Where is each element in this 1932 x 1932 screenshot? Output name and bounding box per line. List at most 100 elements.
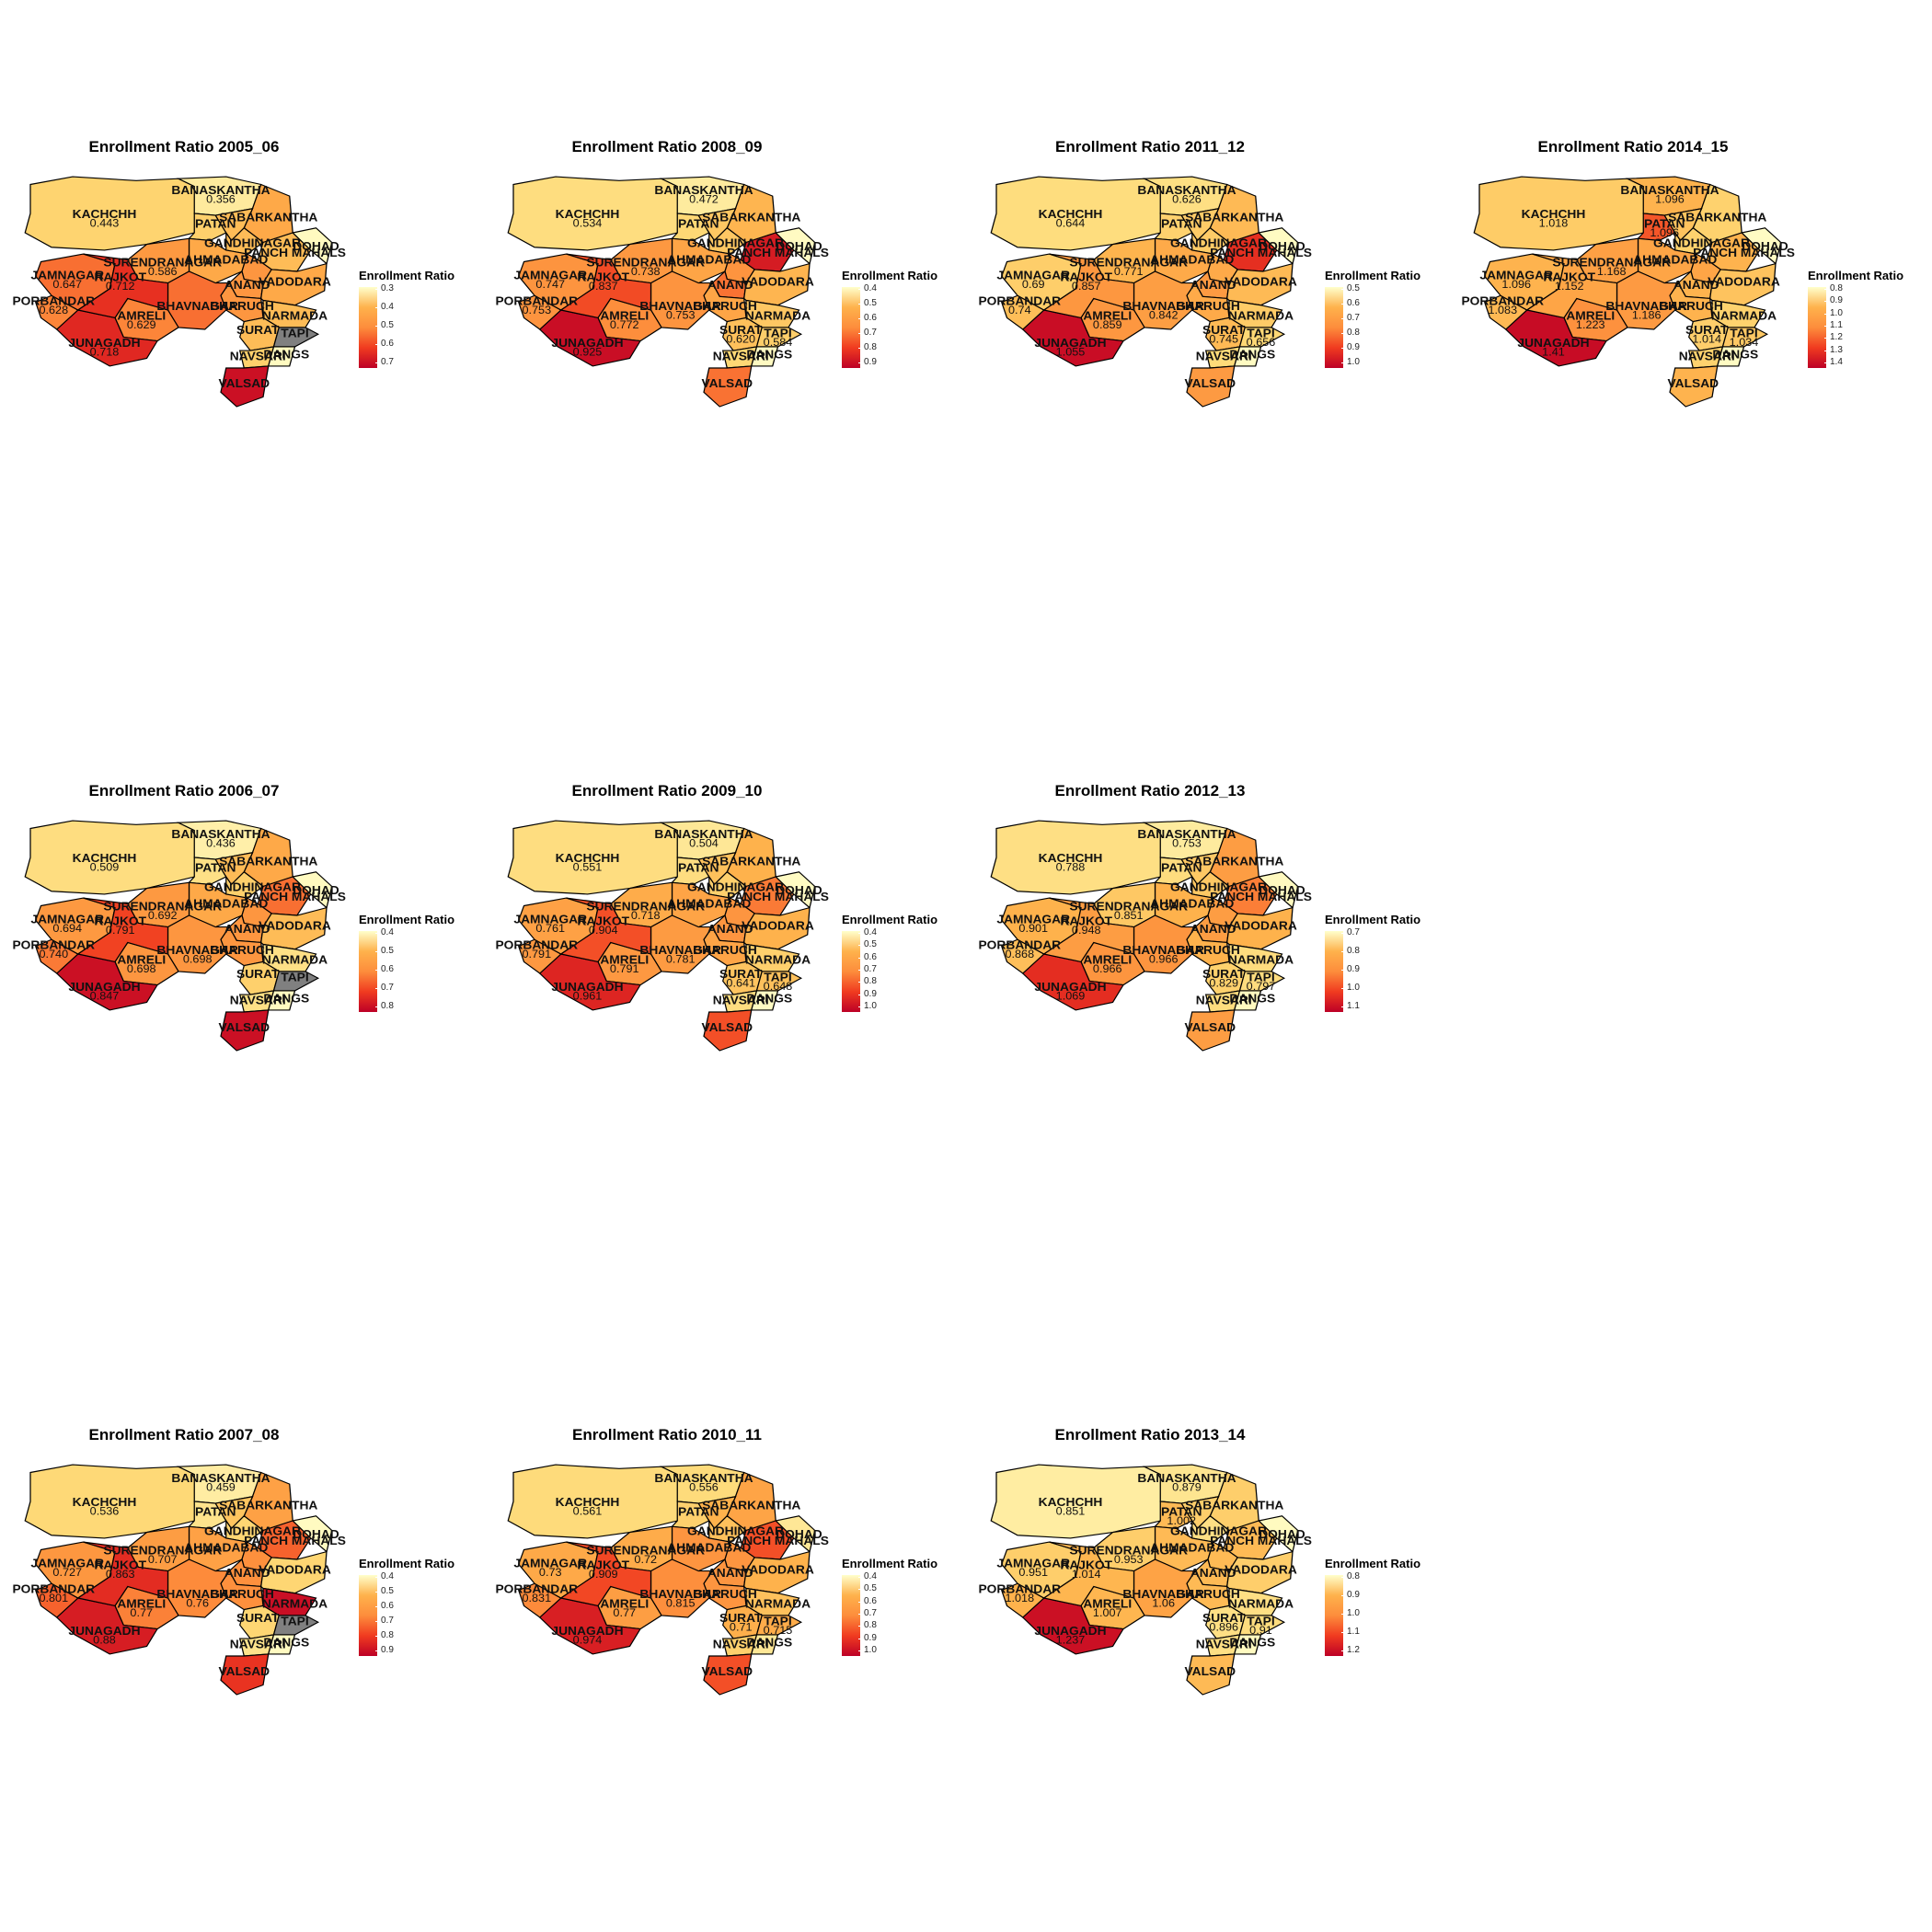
district-label-kachchh: KACHCHH	[1522, 208, 1586, 221]
legend-tick: 0.5	[375, 946, 394, 956]
district-label-kachchh: KACHCHH	[556, 208, 620, 221]
district-label-sabarkantha: SABARKANTHA	[702, 211, 801, 224]
district-label-bhavnagar: BHAVNAGAR	[639, 300, 721, 313]
district-label-bharuch: BHARUCH	[210, 1588, 274, 1601]
district-label-navsari: NAVSARI	[1679, 350, 1735, 362]
district-label-anand: ANAND	[224, 922, 270, 935]
legend-tick: 0.7	[858, 1608, 877, 1618]
district-value-tapi: 0.91	[1249, 1624, 1272, 1636]
district-label-narmada: NARMADA	[1228, 1597, 1294, 1610]
map-panel-3: Enrollment Ratio 2014_15 KACHCHH 1.018 BANA…	[1449, 138, 1932, 432]
district-label-sabarkantha: SABARKANTHA	[219, 1499, 318, 1512]
district-value-bhavnagar: 0.842	[1149, 309, 1179, 321]
district-label-vadodara: VADODARA	[259, 1563, 331, 1576]
district-label-bhavnagar: BHAVNAGAR	[1122, 300, 1204, 313]
district-value-surendranagar: 0.953	[1114, 1554, 1144, 1566]
district-label-vadodara: VADODARA	[1225, 919, 1297, 932]
panel-title-container: Enrollment Ratio 2010_11	[483, 1426, 966, 1448]
panel-title: Enrollment Ratio 2007_08	[88, 1426, 280, 1443]
district-value-kachchh: 0.644	[1056, 217, 1086, 229]
district-label-gandhinagar: GANDHINAGAR	[204, 236, 301, 249]
legend-title: Enrollment Ratio	[842, 269, 938, 282]
district-valsad	[703, 1653, 753, 1696]
district-label-dohad: DOHAD	[1742, 239, 1788, 252]
district-value-tapi: 0.648	[764, 980, 793, 992]
district-label-jamnagar: JAMNAGAR	[996, 913, 1070, 926]
district-label-sabarkantha: SABARKANTHA	[1668, 211, 1767, 224]
district-value-rajkot: 1.014	[1072, 1568, 1101, 1580]
district-label-panch-mahals: PANCH MAHALS	[1210, 247, 1312, 259]
district-label-valsad: VALSAD	[218, 1021, 270, 1034]
district-value-porbandar: 0.74	[1008, 305, 1031, 316]
district-rajkot	[559, 897, 652, 963]
legend-tick: 1.0	[1341, 1608, 1360, 1618]
district-rajkot	[1525, 253, 1618, 319]
district-value-surendranagar: 0.851	[1114, 910, 1144, 922]
legend-tick: 0.6	[858, 313, 877, 323]
legend-tick: 0.7	[1341, 313, 1360, 323]
district-label-dangs: DANGS	[1229, 992, 1275, 1005]
district-label-bhavnagar: BHAVNAGAR	[156, 944, 238, 957]
district-label-junagadh: JUNAGADH	[1517, 336, 1589, 349]
district-value-banaskantha: 0.459	[206, 1481, 236, 1493]
legend-tick: 1.0	[1341, 357, 1360, 367]
district-label-anand: ANAND	[1190, 278, 1236, 291]
district-label-kachchh: KACHCHH	[1039, 208, 1103, 221]
district-label-junagadh: JUNAGADH	[1034, 336, 1106, 349]
district-dohad	[291, 1515, 333, 1553]
district-valsad	[220, 1009, 270, 1052]
district-rajkot	[76, 897, 169, 963]
district-rajkot	[1042, 897, 1135, 963]
district-label-surat: SURAT	[1202, 968, 1245, 981]
district-value-jamnagar: 0.951	[1018, 1566, 1048, 1578]
district-label-amreli: AMRELI	[600, 953, 649, 966]
district-value-jamnagar: 0.69	[1022, 278, 1045, 290]
district-label-amreli: AMRELI	[600, 1597, 649, 1610]
legend-tick: 0.7	[375, 357, 394, 367]
district-value-kachchh: 0.443	[90, 217, 120, 229]
district-valsad	[703, 365, 753, 408]
district-label-navsari: NAVSARI	[230, 350, 286, 362]
district-valsad	[1186, 1653, 1236, 1696]
legend-tick: 0.4	[858, 283, 877, 293]
district-junagadh	[538, 309, 642, 367]
panel-title: Enrollment Ratio 2010_11	[572, 1426, 762, 1443]
district-label-dohad: DOHAD	[776, 1527, 822, 1540]
district-label-surendranagar: SURENDRANAGAR	[586, 1544, 705, 1557]
district-junagadh	[1021, 953, 1125, 1011]
district-label-anand: ANAND	[224, 278, 270, 291]
map-panel-2: Enrollment Ratio 2011_12 KACHCHH 0.644 BANA…	[966, 138, 1449, 432]
district-value-tapi: 0.584	[764, 336, 793, 348]
district-label-ahmadabad: AHMADABAD	[667, 253, 751, 266]
district-label-patan: PATAN	[678, 1505, 719, 1518]
district-label-bhavnagar: BHAVNAGAR	[639, 1588, 721, 1601]
district-value-amreli: 1.007	[1093, 1606, 1122, 1618]
district-label-amreli: AMRELI	[600, 309, 649, 322]
district-value-porbandar: 0.868	[1005, 949, 1034, 960]
district-junagadh	[55, 1597, 159, 1655]
district-valsad	[220, 365, 270, 408]
district-label-kachchh: KACHCHH	[73, 1496, 137, 1509]
district-value-surat: 1.014	[1692, 333, 1721, 345]
district-value-banaskantha: 0.436	[206, 837, 236, 849]
district-label-jamnagar: JAMNAGAR	[1479, 269, 1553, 282]
legend-tick: 0.8	[1341, 1571, 1360, 1581]
legend-colorbar	[842, 287, 860, 368]
district-label-jamnagar: JAMNAGAR	[996, 1557, 1070, 1570]
district-label-surendranagar: SURENDRANAGAR	[586, 256, 705, 269]
district-value-amreli: 0.966	[1093, 962, 1122, 974]
map-panel-6: Enrollment Ratio 2012_13 KACHCHH 0.788 BANA…	[966, 782, 1449, 1076]
legend-tick: 0.6	[375, 1601, 394, 1611]
district-label-dohad: DOHAD	[1259, 1527, 1305, 1540]
district-dohad	[774, 1515, 816, 1553]
legend-tick: 0.9	[1341, 964, 1360, 974]
district-value-tapi: 0.797	[1247, 980, 1276, 992]
district-label-porbandar: PORBANDAR	[978, 294, 1061, 307]
district-value-banaskantha: 0.626	[1172, 193, 1202, 205]
district-tapi	[1721, 327, 1769, 348]
district-dangs	[750, 346, 779, 367]
district-label-kachchh: KACHCHH	[1039, 852, 1103, 865]
district-label-porbandar: PORBANDAR	[12, 938, 95, 951]
district-label-navsari: NAVSARI	[230, 994, 286, 1006]
